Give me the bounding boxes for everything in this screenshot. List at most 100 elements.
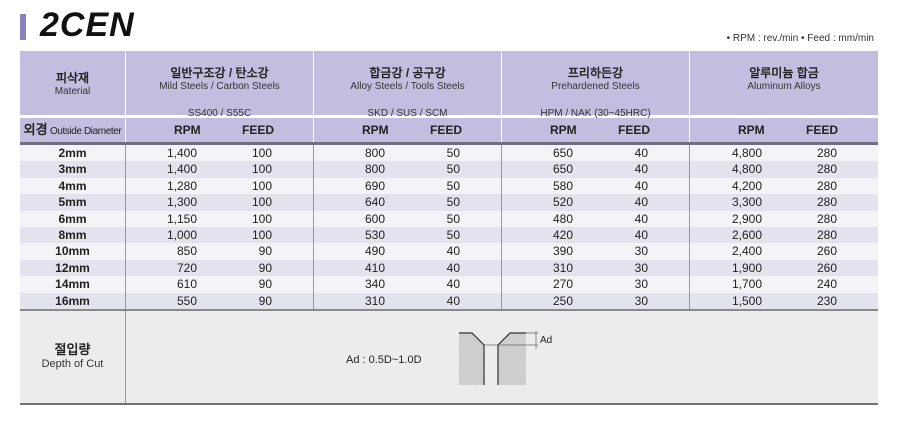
group-en: Mild Steels / Carbon Steels (159, 81, 280, 92)
material-en: Material (54, 86, 91, 97)
group-cells: 640 50 (314, 194, 502, 211)
table-row: 3mm 1,400 100 800 50 650 40 4,800 280 (20, 161, 878, 178)
depth-of-cut-label: 절입량 Depth of Cut (20, 310, 126, 403)
group-cells: 310 30 (502, 259, 690, 277)
table-row: 5mm 1,300 100 640 50 520 40 3,300 280 (20, 194, 878, 211)
feed-value: 100 (251, 178, 272, 193)
depth-of-cut-section: 절입량 Depth of Cut Ad : 0.5D~1.0D Ad (20, 308, 878, 405)
group-header: 합금강 / 공구강 Alloy Steels / Tools Steels SKD … (314, 51, 502, 119)
rpm-header: RPM (174, 123, 201, 137)
group-cells: 1,300 100 (126, 194, 314, 211)
feed-value: 280 (816, 227, 837, 242)
group-cells: 650 40 (502, 161, 690, 178)
diagram-ad-label: Ad (540, 335, 552, 346)
group-cells: 2,600 280 (690, 227, 878, 243)
page-title: 2CEN (40, 6, 135, 44)
table-row: 8mm 1,000 100 530 50 420 40 2,600 280 (20, 226, 878, 244)
feed-value: 100 (251, 211, 272, 226)
rpm-header: RPM (550, 123, 577, 137)
diameter-ko: 외경 (23, 122, 48, 137)
feed-value: 50 (446, 162, 460, 177)
feed-value: 90 (258, 260, 272, 275)
feed-value: 40 (634, 162, 648, 177)
diameter-header: 외경 Outside Diameter (20, 118, 126, 142)
group-cells: 610 90 (126, 276, 314, 293)
material-header: 피삭재 Material (20, 51, 126, 115)
table-row: 4mm 1,280 100 690 50 580 40 4,200 280 (20, 177, 878, 195)
rpm-value: 340 (364, 277, 385, 292)
column-header-group: RPM FEED (690, 118, 878, 142)
column-header-row: 외경 Outside Diameter RPM FEED RPM FEED RPM FEE… (20, 118, 878, 145)
group-cells: 1,000 100 (126, 226, 314, 244)
group-cells: 3,300 280 (690, 194, 878, 210)
feed-value: 40 (446, 277, 460, 292)
group-cells: 800 50 (314, 161, 502, 178)
column-header-group: RPM FEED (502, 118, 690, 142)
group-cells: 580 40 (502, 177, 690, 195)
group-cells: 1,700 240 (690, 276, 878, 292)
group-header: 알루미늄 합금 Aluminum Alloys (690, 51, 878, 115)
group-ko: 합금강 / 공구강 (369, 66, 446, 80)
group-cells: 4,200 280 (690, 178, 878, 194)
group-cells: 1,400 100 (126, 161, 314, 178)
rpm-value: 4,800 (731, 146, 762, 160)
group-cells: 720 90 (126, 259, 314, 277)
feed-value: 50 (446, 227, 460, 242)
group-cells: 800 50 (314, 145, 502, 162)
feed-value: 50 (446, 195, 460, 210)
rpm-value: 310 (364, 293, 385, 308)
rpm-value: 600 (364, 211, 385, 226)
table-row: 16mm 550 90 310 40 250 30 1,500 230 (20, 292, 878, 309)
diameter-cell: 12mm (20, 259, 126, 277)
rpm-value: 1,400 (166, 162, 197, 177)
rpm-value: 1,400 (166, 146, 197, 160)
feed-value: 30 (634, 260, 648, 275)
feed-header: FEED (242, 123, 275, 137)
feed-header: FEED (618, 123, 651, 137)
rpm-value: 720 (176, 260, 197, 275)
table-row: 2mm 1,400 100 800 50 650 40 4,800 280 (20, 145, 878, 162)
rpm-value: 650 (552, 162, 573, 177)
rpm-value: 640 (364, 195, 385, 210)
feed-value: 90 (258, 277, 272, 292)
group-cells: 310 40 (314, 292, 502, 309)
feed-value: 280 (816, 211, 837, 226)
feed-value: 50 (446, 146, 460, 160)
table-body: 2mm 1,400 100 800 50 650 40 4,800 280 3mm 1,400 100… (20, 145, 878, 309)
feed-value: 40 (446, 244, 460, 259)
feed-value: 30 (634, 277, 648, 292)
rpm-value: 270 (552, 277, 573, 292)
group-cells: 410 40 (314, 259, 502, 277)
feed-value: 240 (816, 277, 837, 292)
diameter-en: Outside Diameter (49, 126, 122, 137)
group-en: Aluminum Alloys (747, 81, 821, 92)
feed-value: 40 (634, 178, 648, 193)
group-cells: 420 40 (502, 226, 690, 244)
rpm-value: 690 (364, 178, 385, 193)
feed-value: 40 (634, 227, 648, 242)
group-ko: 일반구조강 / 탄소강 (170, 66, 269, 80)
feed-value: 280 (816, 162, 837, 177)
group-cells: 480 40 (502, 210, 690, 227)
rpm-value: 250 (552, 293, 573, 308)
depth-of-cut-ko: 절입량 (54, 341, 91, 357)
feed-value: 40 (446, 293, 460, 308)
rpm-value: 410 (364, 260, 385, 275)
rpm-value: 580 (552, 178, 573, 193)
feed-value: 100 (251, 162, 272, 177)
feed-value: 280 (816, 146, 837, 160)
feed-value: 40 (634, 146, 648, 160)
diameter-cell: 8mm (20, 226, 126, 244)
rpm-value: 480 (552, 211, 573, 226)
group-cells: 530 50 (314, 226, 502, 244)
group-grade: HPM / NAK (30~45HRC) (540, 108, 651, 119)
group-cells: 270 30 (502, 276, 690, 293)
group-ko: 프리하든강 (567, 66, 624, 80)
rpm-value: 1,000 (166, 227, 197, 242)
depth-of-cut-diagram: Ad (459, 330, 552, 385)
feed-value: 50 (446, 211, 460, 226)
group-cells: 390 30 (502, 243, 690, 260)
rpm-value: 610 (176, 277, 197, 292)
rpm-value: 2,600 (731, 227, 762, 242)
feed-value: 40 (446, 260, 460, 275)
